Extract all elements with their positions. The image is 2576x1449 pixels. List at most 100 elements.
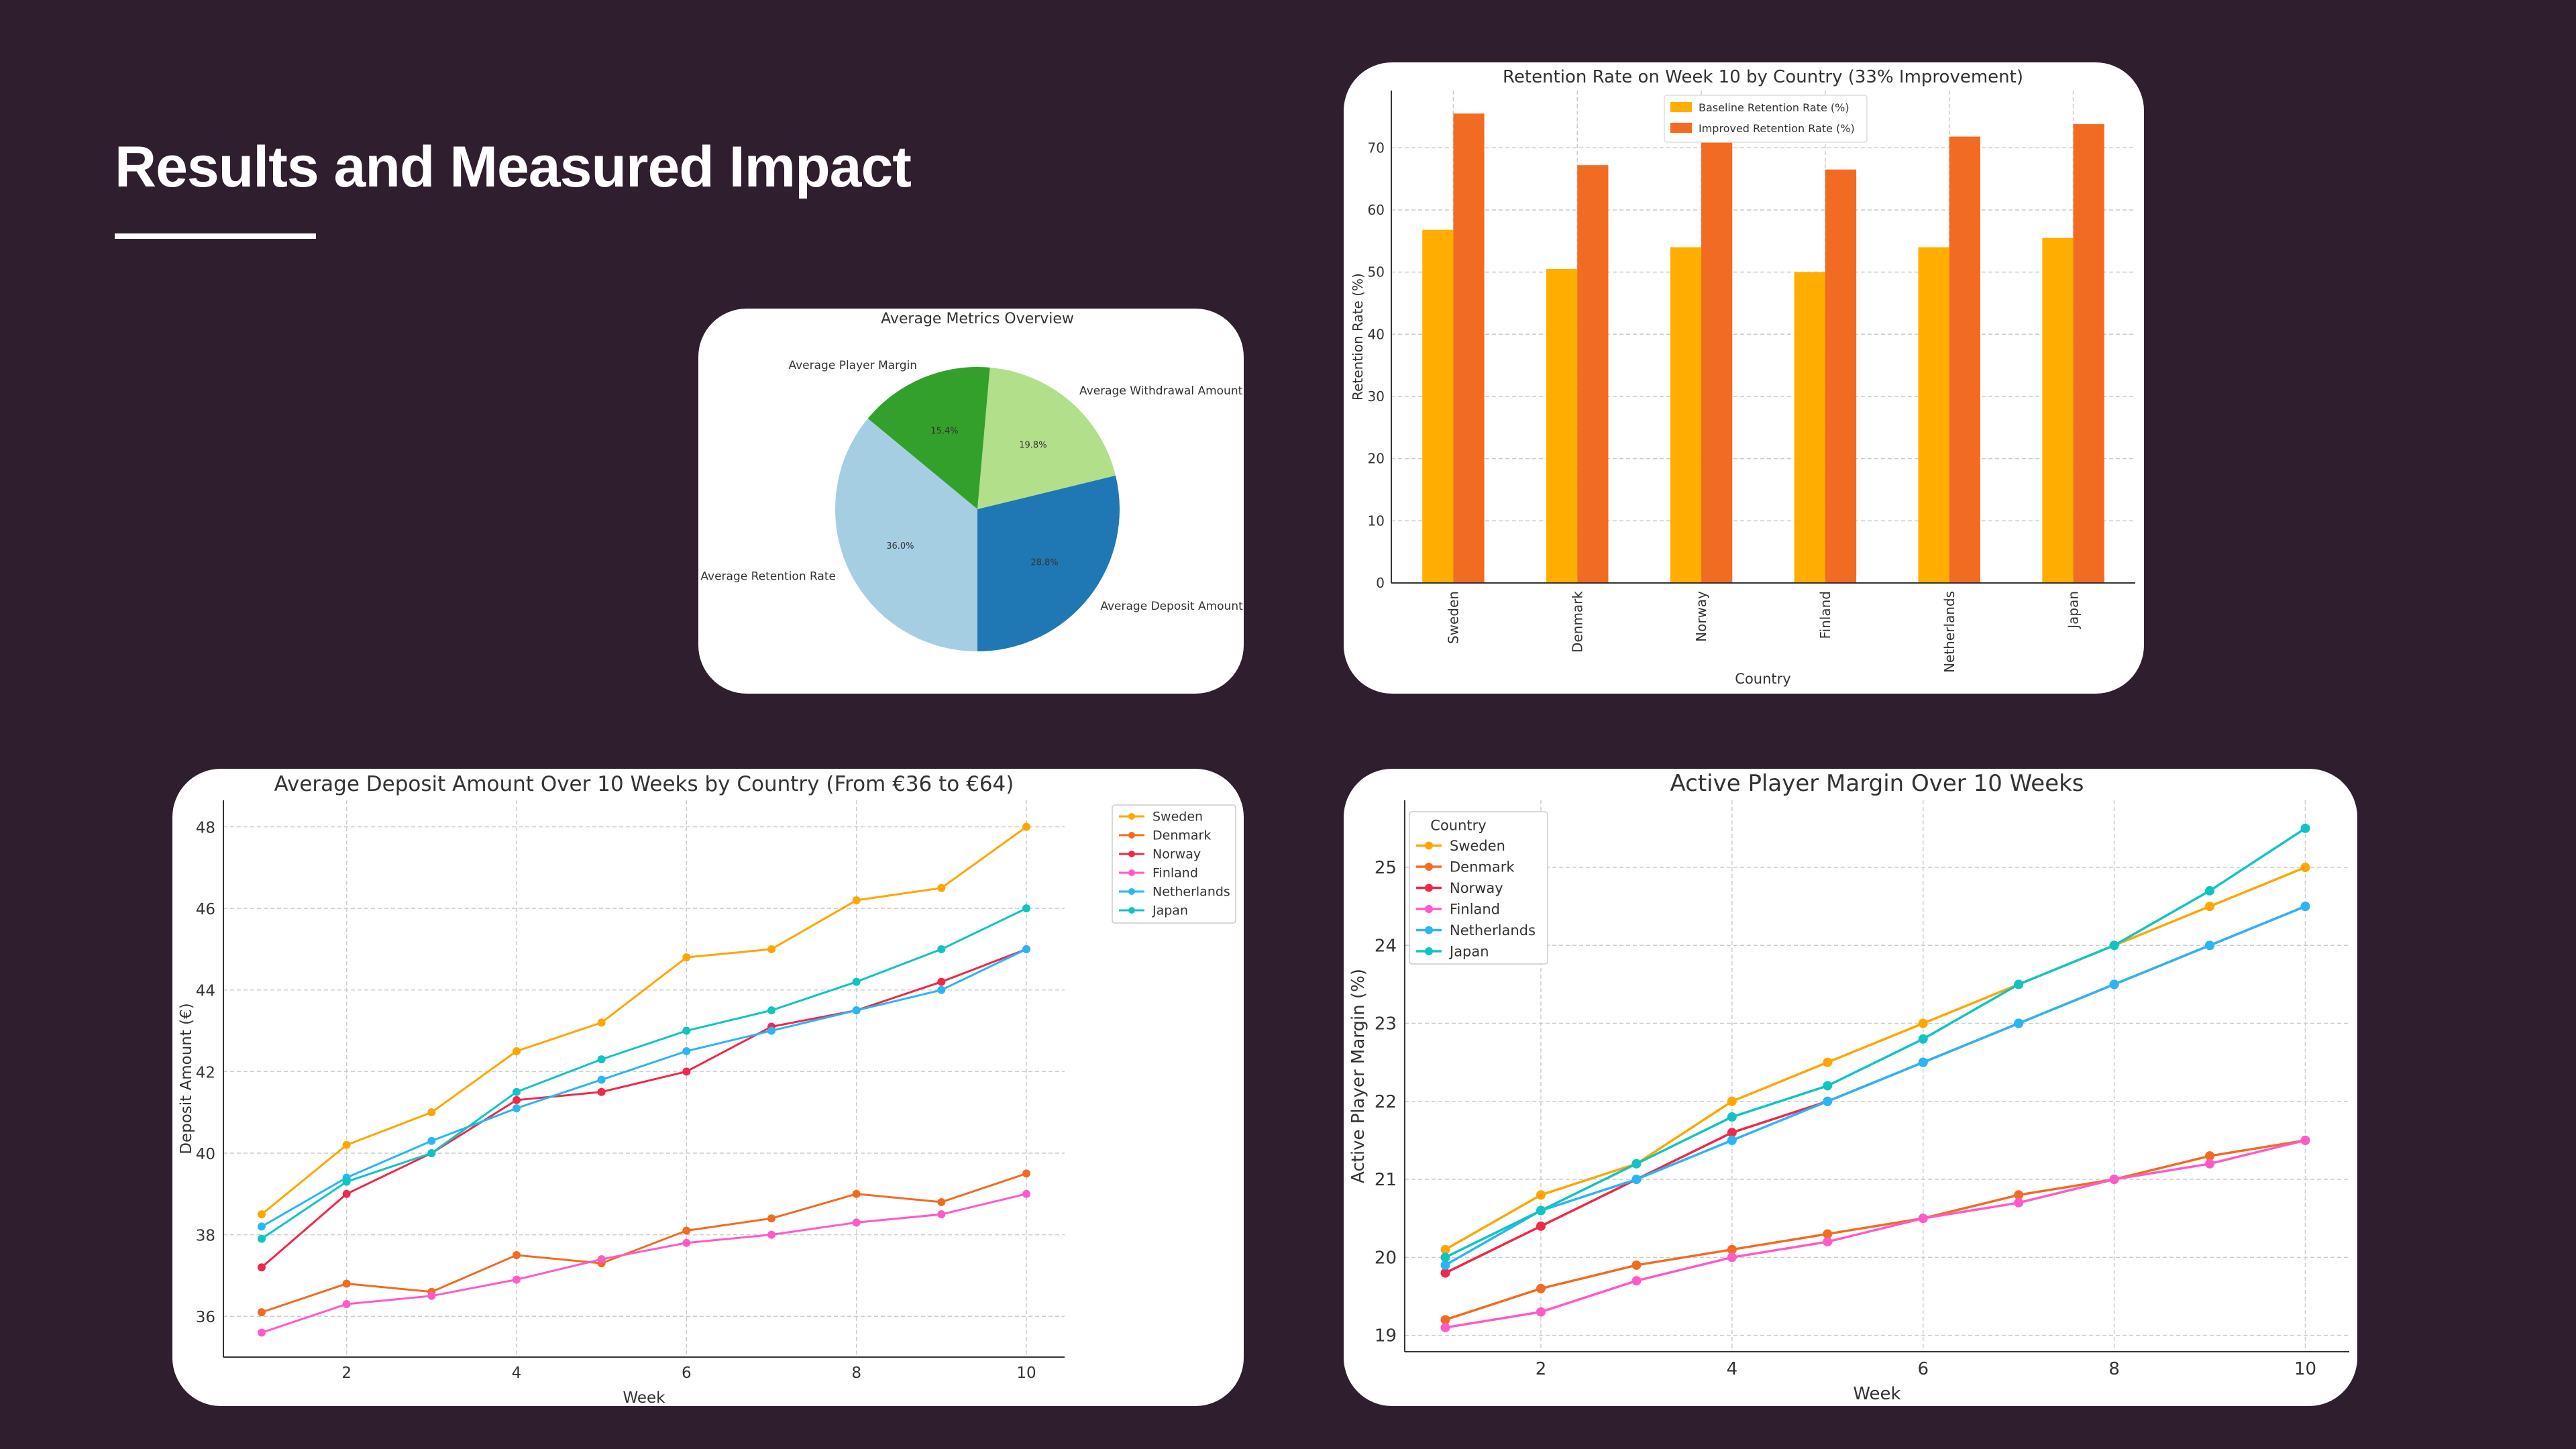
data-point	[597, 1055, 606, 1064]
data-point	[427, 1291, 436, 1300]
chart-title: Average Metrics Overview	[881, 311, 1074, 327]
pie-slice-label: Average Deposit Amount	[1100, 600, 1243, 613]
pie-percent-label: 19.8%	[1019, 441, 1046, 451]
y-tick-label: 22	[1375, 1092, 1397, 1112]
data-point	[1918, 1214, 1928, 1224]
deposit-chart-card: Average Deposit Amount Over 10 Weeks by …	[172, 769, 1244, 1406]
series-line-japan	[261, 907, 1027, 1240]
legend-marker	[1425, 926, 1433, 934]
data-point	[1536, 1205, 1546, 1216]
y-tick-label: 60	[1368, 202, 1385, 218]
x-tick-label: Finland	[1817, 591, 1833, 639]
series-line-denmark	[1444, 1139, 2306, 1321]
legend-marker	[1128, 907, 1135, 914]
x-tick-label: 8	[2108, 1359, 2120, 1379]
y-tick-label: 23	[1375, 1014, 1397, 1034]
data-point	[852, 1218, 861, 1227]
pie-slice	[977, 475, 1120, 651]
data-point	[2205, 1159, 2215, 1169]
x-tick-label: 10	[1016, 1364, 1036, 1382]
y-tick-label: 25	[1375, 858, 1397, 878]
legend-label: Baseline Retention Rate (%)	[1699, 101, 1849, 114]
y-tick-label: 19	[1375, 1326, 1397, 1346]
y-tick-label: 42	[196, 1064, 215, 1081]
data-point	[1631, 1260, 1642, 1270]
x-tick-label: Norway	[1693, 591, 1709, 642]
x-tick-label: 4	[512, 1364, 522, 1382]
legend-marker	[1128, 869, 1135, 876]
y-axis-label: Deposit Amount (€)	[178, 1003, 195, 1155]
data-point	[427, 1108, 436, 1117]
bar	[1577, 165, 1609, 583]
data-point	[2300, 862, 2310, 872]
data-point	[427, 1148, 436, 1157]
x-tick-label: Netherlands	[1941, 591, 1957, 673]
data-point	[258, 1263, 266, 1272]
data-point	[1536, 1221, 1546, 1231]
data-point	[258, 1328, 266, 1337]
data-point	[342, 1299, 351, 1308]
data-point	[852, 977, 861, 986]
series-line-finland	[261, 1193, 1027, 1334]
x-tick-label: Denmark	[1569, 591, 1585, 653]
data-point	[1631, 1276, 1642, 1286]
y-tick-label: 24	[1375, 936, 1397, 956]
data-point	[1823, 1229, 1833, 1239]
data-point	[1536, 1190, 1546, 1200]
data-point	[1022, 904, 1030, 913]
data-point	[2014, 1018, 2024, 1028]
legend-marker	[1128, 851, 1135, 857]
data-point	[1727, 1112, 1737, 1122]
y-axis-label: Retention Rate (%)	[1350, 273, 1366, 400]
data-point	[1022, 1189, 1030, 1198]
legend-label: Netherlands	[1152, 885, 1230, 900]
y-tick-label: 40	[1368, 326, 1385, 342]
data-point	[1440, 1244, 1450, 1254]
x-tick-label: 2	[1536, 1359, 1547, 1379]
data-point	[852, 1189, 861, 1198]
data-point	[1440, 1260, 1450, 1270]
legend-label: Finland	[1152, 866, 1198, 881]
y-tick-label: 46	[196, 901, 215, 918]
series-line-netherlands	[1444, 905, 2306, 1267]
bar	[1794, 272, 1825, 583]
data-point	[597, 1075, 606, 1084]
y-tick-label: 20	[1368, 451, 1385, 467]
data-point	[1440, 1252, 1450, 1263]
chart-title: Average Deposit Amount Over 10 Weeks by …	[274, 772, 1014, 796]
data-point	[2109, 941, 2119, 951]
data-point	[1631, 1175, 1642, 1185]
legend-swatch	[1670, 123, 1692, 133]
data-point	[852, 896, 861, 904]
y-tick-label: 38	[196, 1228, 215, 1245]
x-tick-label: 8	[851, 1364, 861, 1382]
data-point	[767, 1006, 775, 1015]
data-point	[937, 1210, 946, 1219]
x-tick-label: Japan	[2065, 591, 2082, 630]
pie-percent-label: 36.0%	[886, 541, 914, 551]
pie-slice	[835, 418, 977, 651]
data-point	[1440, 1322, 1450, 1332]
data-point	[258, 1222, 266, 1231]
data-point	[1823, 1057, 1833, 1067]
data-point	[258, 1234, 266, 1243]
legend-label: Denmark	[1450, 859, 1515, 875]
data-point	[1823, 1081, 1833, 1091]
y-tick-label: 40	[196, 1146, 215, 1163]
bar	[1918, 247, 1949, 583]
pie-percent-label: 15.4%	[930, 427, 958, 437]
page-title: Results and Measured Impact	[115, 135, 912, 199]
legend-label: Norway	[1450, 880, 1503, 896]
pie-slice	[867, 367, 990, 509]
data-point	[852, 1006, 861, 1015]
chart-title: Active Player Margin Over 10 Weeks	[1670, 770, 2084, 797]
legend-marker	[1425, 863, 1433, 871]
data-point	[937, 985, 946, 994]
y-tick-label: 36	[196, 1309, 215, 1326]
data-point	[1440, 1268, 1450, 1278]
data-point	[2109, 1175, 2119, 1185]
x-axis-label: Week	[623, 1389, 665, 1406]
data-point	[1022, 1169, 1030, 1178]
legend-label: Finland	[1450, 901, 1500, 917]
data-point	[342, 1189, 351, 1198]
